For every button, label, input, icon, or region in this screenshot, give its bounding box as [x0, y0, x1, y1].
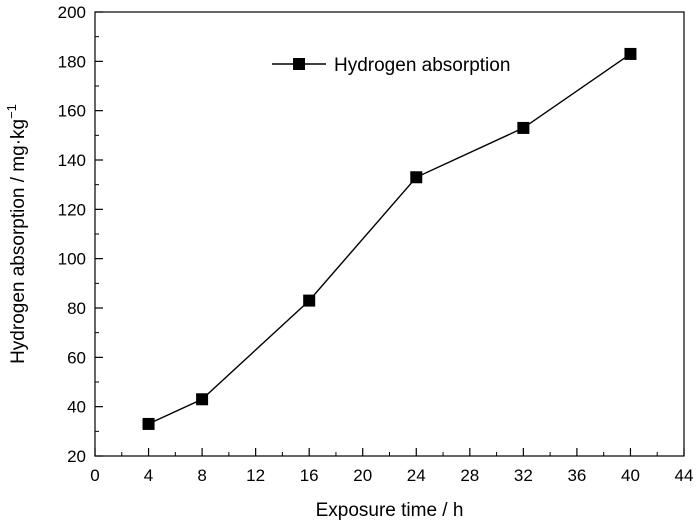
y-tick-label: 160: [58, 102, 86, 121]
x-tick-label: 0: [90, 466, 99, 485]
x-tick-label: 12: [246, 466, 265, 485]
x-axis-title: Exposure time / h: [316, 500, 464, 521]
x-tick-label: 28: [460, 466, 479, 485]
x-tick-label: 4: [144, 466, 153, 485]
data-point: [517, 121, 530, 134]
y-axis-title-superscript: −1: [4, 104, 19, 119]
x-tick-label: 32: [514, 466, 533, 485]
series-layer: [142, 47, 637, 430]
y-axis-title: Hydrogen absorption / mg·kg−1: [4, 104, 29, 364]
y-axis-title-main: Hydrogen absorption / mg·kg: [8, 119, 29, 364]
legend-label: Hydrogen absorption: [334, 55, 510, 76]
data-point: [142, 417, 155, 430]
y-tick-label: 60: [67, 348, 86, 367]
x-tick-label: 40: [621, 466, 640, 485]
y-tick-label: 80: [67, 299, 86, 318]
data-point: [196, 393, 209, 406]
legend: Hydrogen absorption: [272, 55, 510, 76]
data-point: [303, 294, 316, 307]
y-tick-label: 140: [58, 151, 86, 170]
series-line: [148, 53, 631, 425]
y-tick-label: 100: [58, 250, 86, 269]
x-tick-label: 8: [197, 466, 206, 485]
y-tick-label: 40: [67, 398, 86, 417]
x-tick-label: 24: [407, 466, 426, 485]
tick-labels: 0 4 8 12 16 20 24 28 32 36 40 44 20 40 60 80 100 120 140 16…: [58, 3, 694, 485]
legend-marker: [293, 58, 305, 70]
y-tick-label: 200: [58, 3, 86, 22]
y-tick-label: 20: [67, 447, 86, 466]
data-point: [410, 171, 423, 184]
x-tick-label: 16: [300, 466, 319, 485]
y-tick-label: 120: [58, 200, 86, 219]
x-tick-label: 36: [567, 466, 586, 485]
x-tick-label: 44: [675, 466, 694, 485]
plot-frame: [94, 11, 685, 457]
x-tick-label: 20: [353, 466, 372, 485]
y-tick-label: 180: [58, 52, 86, 71]
data-point: [624, 47, 637, 60]
